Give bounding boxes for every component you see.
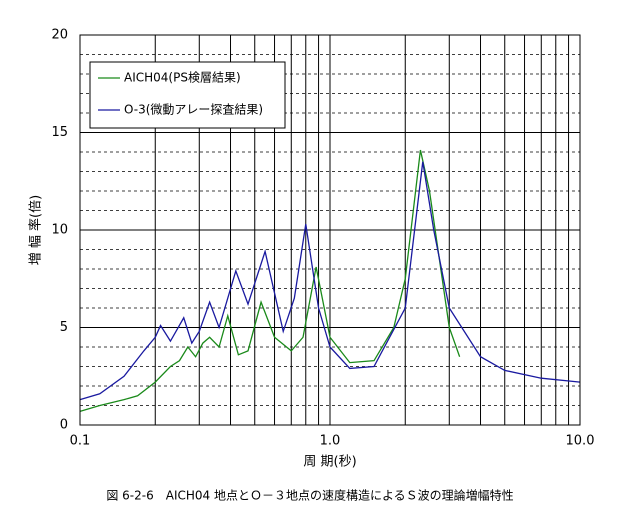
caption: 図 6-2-6 AICH04 地点とＯ－３地点の速度構造によるＳ波の理論増幅特性 [106, 488, 513, 503]
plot-frame [79, 34, 581, 426]
y-tick-label: 5 [60, 320, 68, 335]
series-line [79, 149, 461, 412]
legend-label: AICH04(PS検層結果) [124, 71, 241, 85]
plot [79, 149, 581, 412]
x-tick-label: 0.1 [70, 434, 91, 449]
y-tick-label: 20 [51, 28, 68, 43]
y-tick-label: 0 [60, 418, 68, 433]
y-axis-title: 増 幅 率(倍) [28, 195, 44, 265]
y-tick-label: 15 [51, 125, 68, 140]
legend-box [89, 61, 286, 129]
x-tick-label: 10.0 [566, 434, 595, 449]
x-axis-title: 周 期(秒) [303, 455, 356, 470]
legend-label: O-3(微動アレー探査結果) [124, 103, 263, 117]
y-tick-label: 10 [51, 223, 68, 238]
legend: AICH04(PS検層結果) O-3(微動アレー探査結果) [89, 61, 286, 129]
series-line [79, 161, 581, 401]
x-tick-label: 1.0 [320, 434, 341, 449]
